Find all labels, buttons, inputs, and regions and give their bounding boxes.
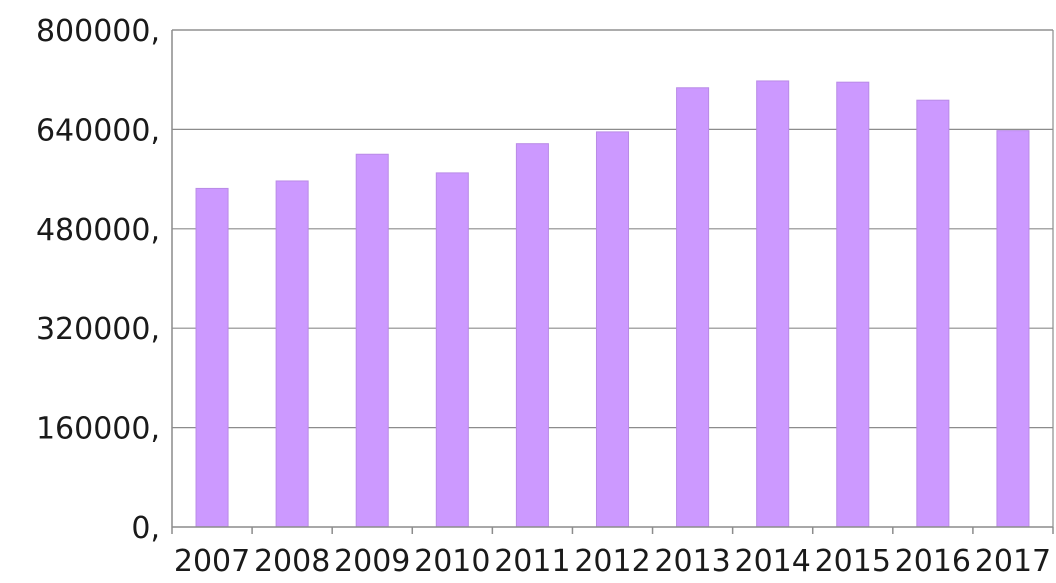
y-tick-label: 0, — [131, 511, 160, 546]
x-tick-labels: 2007 2008 2009 2010 2011 2012 2013 2014 2015 2016… — [174, 544, 1051, 579]
y-tick-label: 800000, — [36, 14, 160, 49]
axes — [171, 29, 1054, 534]
x-tick-label: 2014 — [735, 544, 811, 579]
y-tick-label: 160000, — [36, 412, 160, 447]
bar-2007 — [195, 187, 229, 528]
x-tick-label: 2008 — [254, 544, 330, 579]
x-tick-label: 2013 — [654, 544, 730, 579]
bars — [195, 80, 1030, 528]
x-tick-label: 2010 — [414, 544, 490, 579]
bar-2012 — [595, 131, 630, 528]
bar-2008 — [275, 180, 309, 528]
bar-2010 — [435, 172, 469, 528]
bar-2011 — [515, 143, 549, 528]
bar-2017 — [996, 130, 1030, 528]
x-tick-label: 2015 — [815, 544, 891, 579]
x-tick-label: 2011 — [494, 544, 570, 579]
x-tick-label: 2016 — [895, 544, 971, 579]
x-tick-label: 2017 — [975, 544, 1051, 579]
bar-2014 — [756, 80, 790, 528]
bar-2015 — [836, 81, 870, 528]
bar-2016 — [916, 99, 950, 528]
y-tick-label: 320000, — [36, 312, 160, 347]
y-tick-labels: 0, 160000, 320000, 480000, 640000, 800000, — [36, 14, 160, 546]
x-tick-label: 2012 — [574, 544, 650, 579]
y-tick-label: 640000, — [36, 113, 160, 148]
bar-2013 — [676, 87, 710, 528]
y-tick-label: 480000, — [36, 213, 160, 248]
x-tick-label: 2009 — [334, 544, 410, 579]
bar-2009 — [355, 153, 389, 528]
x-tick-label: 2007 — [174, 544, 250, 579]
